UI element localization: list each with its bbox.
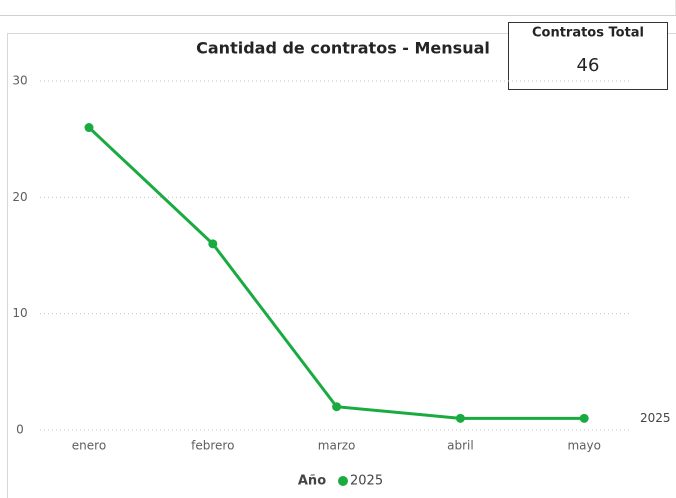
y-tick-label: 20 [12,190,27,204]
data-point [84,123,94,133]
card-title: Contratos Total [532,26,644,41]
chart-title: Cantidad de contratos - Mensual [196,39,490,58]
legend-title: Año [298,474,326,489]
y-tick-label: 0 [16,423,24,437]
x-tick-label: enero [72,439,106,453]
card [508,22,668,90]
card-value: 46 [577,55,600,76]
data-point [332,402,342,412]
y-tick-label: 10 [12,306,27,320]
x-tick-label: mayo [567,439,601,453]
y-tick-label: 30 [12,74,27,88]
data-point [579,413,589,423]
x-tick-label: febrero [191,439,234,453]
series-line [87,126,585,420]
chart-panel-border [7,33,676,498]
x-tick-label: abril [447,439,474,453]
series-end-label: 2025 [640,411,671,425]
data-point [455,413,465,423]
x-tick-label: marzo [318,439,356,453]
data-point [208,239,218,249]
legend-swatch [338,476,348,486]
legend-label: 2025 [350,474,383,489]
